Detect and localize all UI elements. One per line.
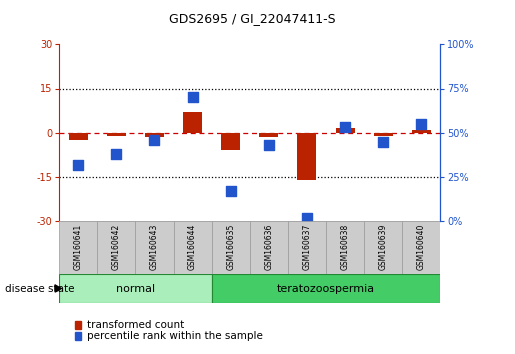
- Bar: [297, 133, 316, 180]
- FancyBboxPatch shape: [326, 221, 364, 274]
- Text: GSM160641: GSM160641: [74, 223, 83, 270]
- FancyBboxPatch shape: [135, 221, 174, 274]
- Point: [341, 125, 349, 130]
- Text: GSM160644: GSM160644: [188, 223, 197, 270]
- Bar: [183, 112, 202, 133]
- Text: transformed count: transformed count: [87, 320, 184, 330]
- Text: GDS2695 / GI_22047411-S: GDS2695 / GI_22047411-S: [169, 12, 336, 25]
- FancyBboxPatch shape: [402, 221, 440, 274]
- FancyBboxPatch shape: [212, 274, 440, 303]
- Text: GSM160637: GSM160637: [302, 223, 312, 270]
- Text: GSM160639: GSM160639: [379, 223, 388, 270]
- Point: [74, 162, 82, 167]
- Text: GSM160638: GSM160638: [340, 223, 350, 270]
- Text: normal: normal: [116, 284, 155, 293]
- Point: [227, 188, 235, 194]
- Point: [188, 95, 197, 100]
- Text: GSM160636: GSM160636: [264, 223, 273, 270]
- Bar: [107, 133, 126, 136]
- Text: disease state: disease state: [5, 284, 75, 293]
- Bar: [68, 133, 88, 140]
- Text: GSM160642: GSM160642: [112, 223, 121, 270]
- Text: teratozoospermia: teratozoospermia: [277, 284, 375, 293]
- FancyBboxPatch shape: [174, 221, 212, 274]
- Text: GSM160635: GSM160635: [226, 223, 235, 270]
- Point: [417, 121, 425, 127]
- FancyBboxPatch shape: [250, 221, 288, 274]
- FancyBboxPatch shape: [97, 221, 135, 274]
- Text: percentile rank within the sample: percentile rank within the sample: [87, 331, 263, 341]
- FancyBboxPatch shape: [212, 221, 250, 274]
- Bar: [335, 128, 354, 133]
- Point: [379, 139, 387, 144]
- Bar: [373, 133, 392, 136]
- Point: [150, 137, 159, 143]
- FancyBboxPatch shape: [364, 221, 402, 274]
- FancyBboxPatch shape: [59, 274, 212, 303]
- FancyBboxPatch shape: [59, 221, 97, 274]
- Bar: [145, 133, 164, 137]
- Bar: [411, 130, 431, 133]
- Point: [303, 215, 311, 221]
- Point: [112, 151, 121, 157]
- Bar: [221, 133, 240, 150]
- Text: GSM160640: GSM160640: [417, 223, 426, 270]
- Point: [265, 142, 273, 148]
- Bar: [259, 133, 278, 137]
- Text: GSM160643: GSM160643: [150, 223, 159, 270]
- FancyBboxPatch shape: [288, 221, 326, 274]
